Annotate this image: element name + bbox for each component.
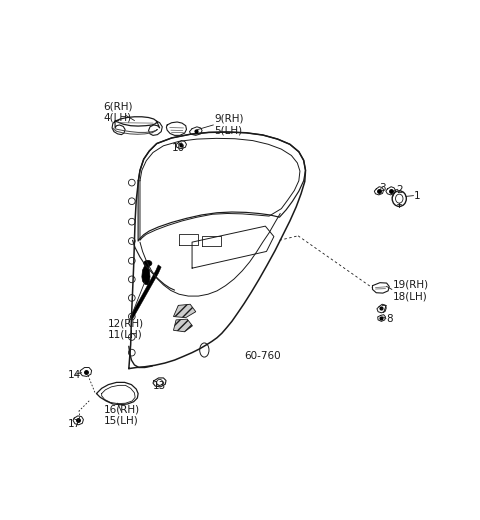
Text: 60-760: 60-760 [244, 352, 281, 361]
Text: 3: 3 [380, 183, 386, 193]
Polygon shape [142, 264, 150, 285]
Ellipse shape [144, 261, 152, 266]
Text: 12(RH)
11(LH): 12(RH) 11(LH) [108, 318, 144, 340]
Ellipse shape [392, 191, 407, 206]
Text: 2: 2 [396, 185, 403, 195]
Text: 17: 17 [68, 420, 82, 430]
Polygon shape [173, 319, 192, 332]
Polygon shape [130, 265, 161, 319]
Text: 19(RH)
18(LH): 19(RH) 18(LH) [393, 280, 429, 301]
Text: 16(RH)
15(LH): 16(RH) 15(LH) [103, 405, 140, 426]
Text: 10: 10 [172, 143, 185, 153]
Ellipse shape [396, 194, 403, 203]
Ellipse shape [200, 343, 209, 357]
Text: 7: 7 [380, 305, 387, 315]
Text: 8: 8 [386, 314, 393, 324]
Text: 6(RH)
4(LH): 6(RH) 4(LH) [103, 101, 132, 123]
Text: 13: 13 [153, 381, 167, 391]
Text: 1: 1 [414, 191, 420, 201]
Polygon shape [173, 304, 196, 318]
Text: 14: 14 [68, 370, 82, 380]
Text: 9(RH)
5(LH): 9(RH) 5(LH) [215, 113, 244, 135]
